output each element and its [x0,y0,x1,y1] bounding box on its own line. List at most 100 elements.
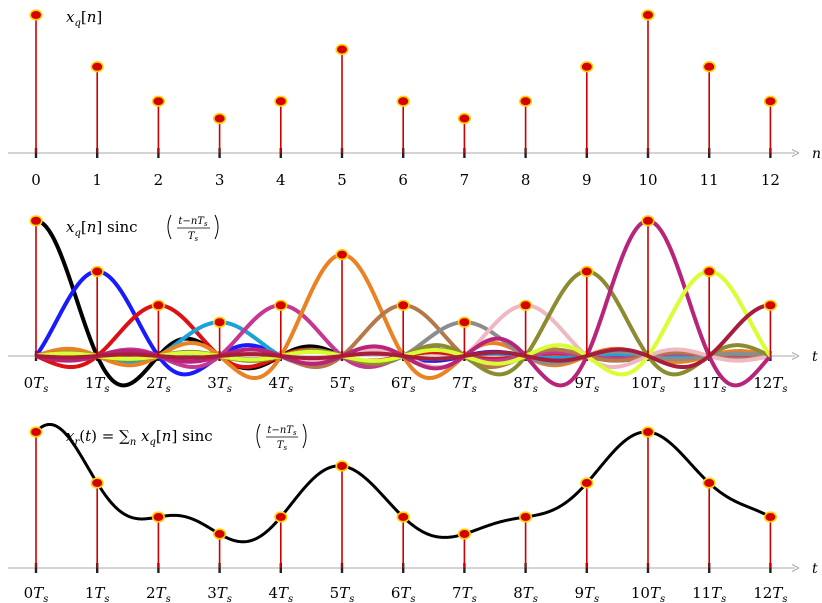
sample-marker [396,299,410,311]
sample-marker [702,61,716,73]
sample-marker [151,95,165,107]
panel-label: xq[n] sinc t−nTs Ts [66,214,219,243]
sample-marker [641,9,655,21]
sample-marker [641,215,655,227]
sample-marker [151,299,165,311]
paren-left-icon [167,214,172,240]
tick-label: 11Ts [692,584,726,603]
sample-marker [641,426,655,438]
tick-label: 8Ts [513,374,538,395]
tick-label: 1 [92,171,102,189]
panel-reconstruction: t 0Ts 1Ts 2Ts 3Ts 4Ts 5Ts 6Ts 7Ts 8Ts 9Ts 10Ts 11Ts 1… [8,422,818,603]
tick-label: 9 [582,171,592,189]
tick-label: 8 [521,171,531,189]
panel-label-text: xr(t) = ∑n xq[n] sinc [66,427,213,448]
sample-marker [763,95,778,107]
tick-label: 0 [31,171,41,189]
sample-marker [518,299,533,311]
sample-marker [396,95,410,107]
sample-marker [580,61,594,73]
tick-label: 5Ts [330,584,355,603]
tick-label: 4Ts [268,584,293,603]
sample-marker [90,477,104,489]
axis-label: t [812,349,818,365]
tick-label: 9Ts [574,374,599,395]
sample-marker [457,316,472,328]
sample-marker [213,528,227,540]
sample-marker [580,265,594,278]
sample-marker [518,95,533,107]
tick-label: 3Ts [207,374,232,395]
tick-label: 0Ts [24,584,49,603]
sample-marker [213,112,227,125]
tick-label: 2Ts [146,584,171,603]
tick-label: 11 [700,171,719,189]
sample-marker [457,528,472,540]
sample-marker [763,299,778,311]
sample-marker [29,215,43,227]
fraction-denominator: Ts [188,231,199,243]
tick-label: 10 [638,171,657,189]
sample-marker [151,511,165,523]
sample-marker [518,511,533,523]
paren-left-icon [256,423,261,449]
tick-label: 1Ts [85,374,110,395]
sample-marker [29,9,43,21]
panel-label: xr(t) = ∑n xq[n] sinc t−nTs Ts [66,423,307,452]
tick-label: 5Ts [330,374,355,395]
panel-label-text: xq[n] sinc [66,218,138,239]
tick-label: 2Ts [146,374,171,395]
fraction-denominator: Ts [277,440,288,452]
tick-label: 12 [761,171,780,189]
tick-label: 1Ts [85,584,110,603]
panel-label: xq[n] [66,8,102,29]
sample-marker [274,511,288,523]
tick-label: 9Ts [574,584,599,603]
axis-label: n [812,146,821,162]
tick-label: 7Ts [452,584,477,603]
sample-marker [335,249,349,261]
tick-label: 4 [276,171,286,189]
tick-label: 7Ts [452,374,477,395]
sample-marker [580,477,594,489]
axis-arrow-icon [791,149,800,157]
sample-marker [335,460,349,472]
tick-label: 10Ts [631,584,665,603]
tick-label: 6 [398,171,408,189]
tick-label: 6Ts [391,584,416,603]
sample-marker [274,299,288,311]
sample-marker [213,316,227,328]
sample-marker [335,43,349,56]
sample-marker [457,112,472,125]
sample-marker [702,477,716,489]
tick-label: 2 [154,171,164,189]
panel-sinc-components: t 0Ts 1Ts 2Ts 3Ts 4Ts 5Ts 6Ts 7Ts 8Ts 9Ts 10Ts 11Ts 1… [8,214,818,395]
tick-label: 0Ts [24,374,49,395]
sample-marker [29,426,43,438]
sample-marker [90,61,104,73]
paren-right-icon [214,214,219,240]
axis-arrow-icon [791,564,800,572]
axis-arrow-icon [791,352,800,360]
tick-label: 10Ts [631,374,665,395]
tick-label: 3 [215,171,225,189]
tick-label: 4Ts [268,374,293,395]
tick-label: 5 [337,171,347,189]
sample-marker [396,511,410,523]
fraction-numerator: t−nTs [267,425,297,437]
tick-label: 12Ts [753,584,787,603]
tick-label: 3Ts [207,584,232,603]
sample-marker [763,511,778,523]
fraction-numerator: t−nTs [178,216,208,228]
sample-marker [702,265,716,278]
tick-label: 7 [460,171,470,189]
sample-marker [90,265,104,278]
tick-label: 11Ts [692,374,726,395]
tick-label: 12Ts [753,374,787,395]
sample-marker [274,95,288,107]
tick-label: 8Ts [513,584,538,603]
axis-label: t [812,561,818,577]
paren-right-icon [302,423,307,449]
